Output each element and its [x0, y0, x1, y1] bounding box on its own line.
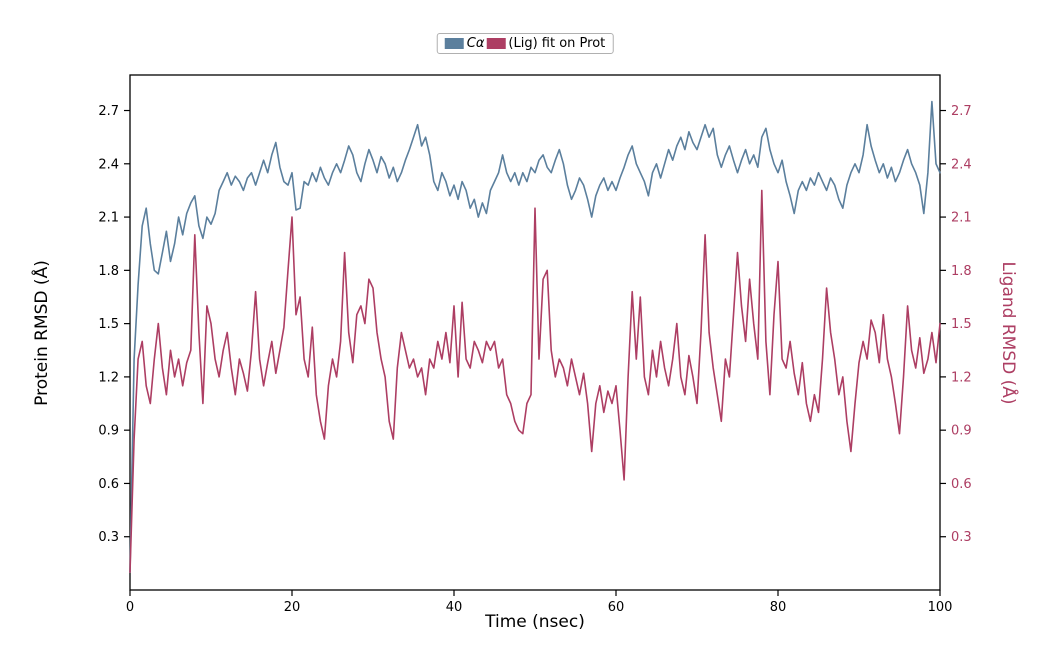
- x-tick-label: 20: [284, 600, 301, 615]
- x-tick-label: 100: [928, 600, 953, 615]
- right-y-tick-label: 1.8: [951, 264, 972, 279]
- x-tick-label: 40: [446, 600, 463, 615]
- left-y-tick-label: 2.1: [98, 211, 119, 226]
- x-axis-ticks: 0 20 40 60 80 100: [126, 590, 953, 615]
- left-y-tick-label: 2.4: [98, 157, 119, 172]
- protein-legend-label: Cα: [466, 36, 485, 51]
- right-y-tick-label: 1.2: [951, 370, 972, 385]
- left-y-tick-label: 1.2: [98, 370, 119, 385]
- protein-rmsd-line: [129, 100, 941, 574]
- right-y-tick-label: 2.1: [951, 211, 972, 226]
- left-y-tick-label: 0.6: [98, 477, 119, 492]
- left-y-tick-label: 0.9: [98, 424, 119, 439]
- x-tick-label: 80: [770, 600, 787, 615]
- left-y-tick-label: 1.8: [98, 264, 119, 279]
- left-y-axis-label: Protein RMSD (Å): [32, 260, 52, 406]
- right-y-tick-label: 2.4: [951, 157, 972, 172]
- x-tick-label: 0: [126, 600, 134, 615]
- left-y-tick-label: 0.3: [98, 530, 119, 545]
- x-axis-label: Time (nsec): [485, 612, 585, 632]
- left-y-tick-label: 2.7: [98, 104, 119, 119]
- right-y-tick-label: 2.7: [951, 104, 972, 119]
- x-tick-label: 60: [608, 600, 625, 615]
- left-y-tick-label: 1.5: [98, 317, 119, 332]
- right-y-ticks: 0.3 0.6 0.9 1.2 1.5 1.8 2.1 2.4 2.7: [940, 104, 972, 545]
- right-y-tick-label: 0.9: [951, 424, 972, 439]
- right-y-tick-label: 1.5: [951, 317, 972, 332]
- left-y-ticks: 0.3 0.6 0.9 1.2 1.5 1.8 2.1 2.4 2.7: [98, 104, 130, 545]
- right-y-tick-label: 0.6: [951, 477, 972, 492]
- ligand-rmsd-line: [129, 189, 941, 574]
- ligand-legend-swatch: [486, 38, 506, 49]
- ligand-legend-label: (Lig) fit on Prot: [508, 36, 606, 51]
- protein-legend-swatch: [444, 38, 464, 49]
- legend: Cα (Lig) fit on Prot: [436, 33, 614, 54]
- right-y-axis-label: Ligand RMSD (Å): [998, 261, 1018, 405]
- right-y-tick-label: 0.3: [951, 530, 972, 545]
- plot-frame: [129, 74, 941, 591]
